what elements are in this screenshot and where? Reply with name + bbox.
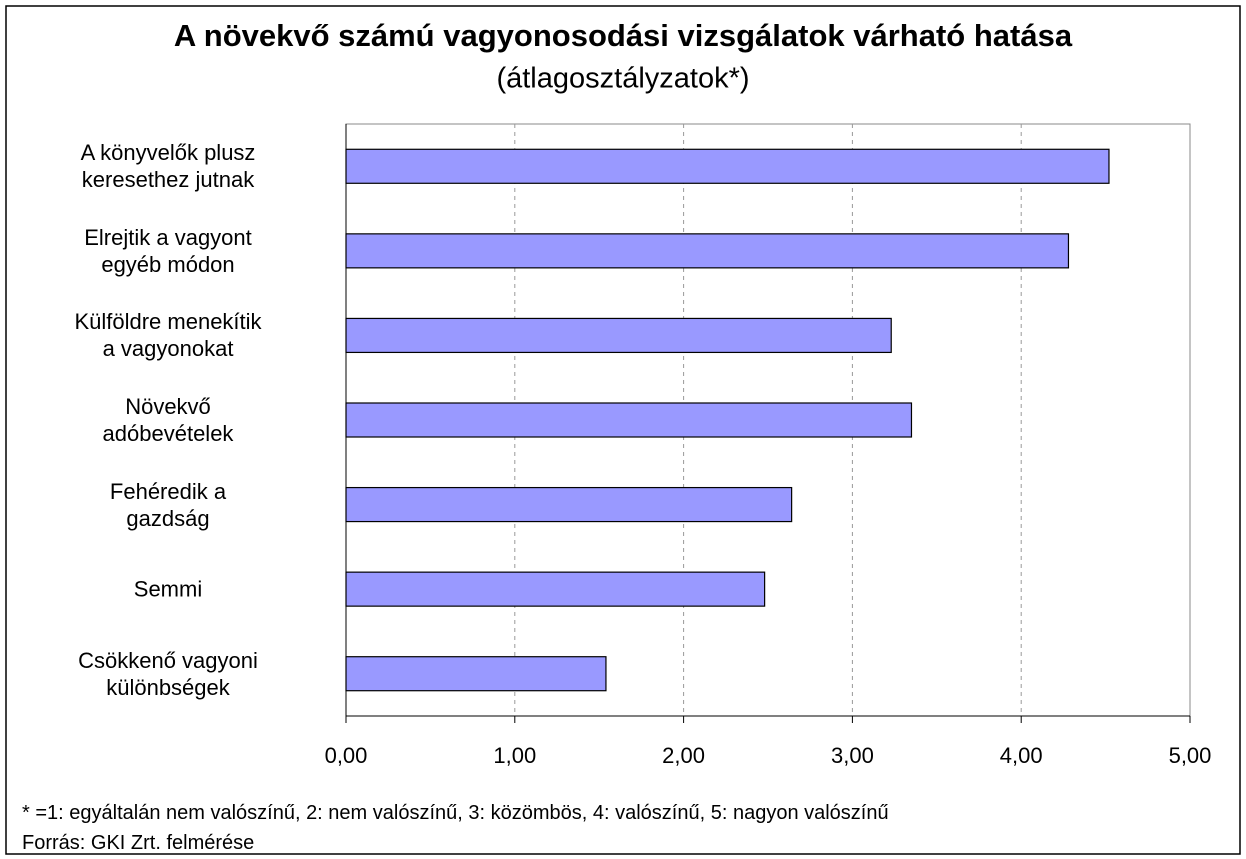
bar [345, 317, 892, 354]
y-tick-label: Csökkenő vagyoni különbségek [78, 647, 258, 700]
x-tick-label: 5,00 [1169, 743, 1212, 768]
x-tick-label: 2,00 [662, 743, 705, 768]
y-tick-label: Növekvő adóbevételek [102, 394, 234, 446]
chart-subtitle: (átlagosztályzatok*) [496, 63, 749, 95]
y-tick-label: Fehéredik a gazdság [109, 478, 227, 531]
bar [345, 402, 913, 438]
y-tick-label: A könyvelők plusz keresethez jutnak [80, 140, 256, 193]
x-tick-label: 3,00 [831, 743, 874, 768]
y-tick-label: Külföldre menekítik a vagyonokat [74, 309, 262, 362]
y-tick-label: Elrejtik a vagyont egyéb módon [84, 224, 252, 277]
source: Forrás: GKI Zrt. felmérése [22, 832, 255, 854]
bar [345, 233, 1070, 269]
x-tick-label: 4,00 [1000, 743, 1043, 768]
footnote: * =1: egyáltalán nem valószínű, 2: nem v… [22, 802, 889, 824]
y-tick-label: Semmi [133, 576, 203, 602]
frame [5, 5, 1241, 855]
bar [345, 148, 1110, 184]
bar [345, 656, 607, 692]
chart-title: A növekvő számú vagyonosodási vizsgálato… [174, 18, 1073, 53]
bar [345, 571, 766, 607]
bar [345, 486, 793, 523]
x-tick-label: 0,00 [325, 743, 368, 768]
x-tick-label: 1,00 [493, 743, 536, 768]
